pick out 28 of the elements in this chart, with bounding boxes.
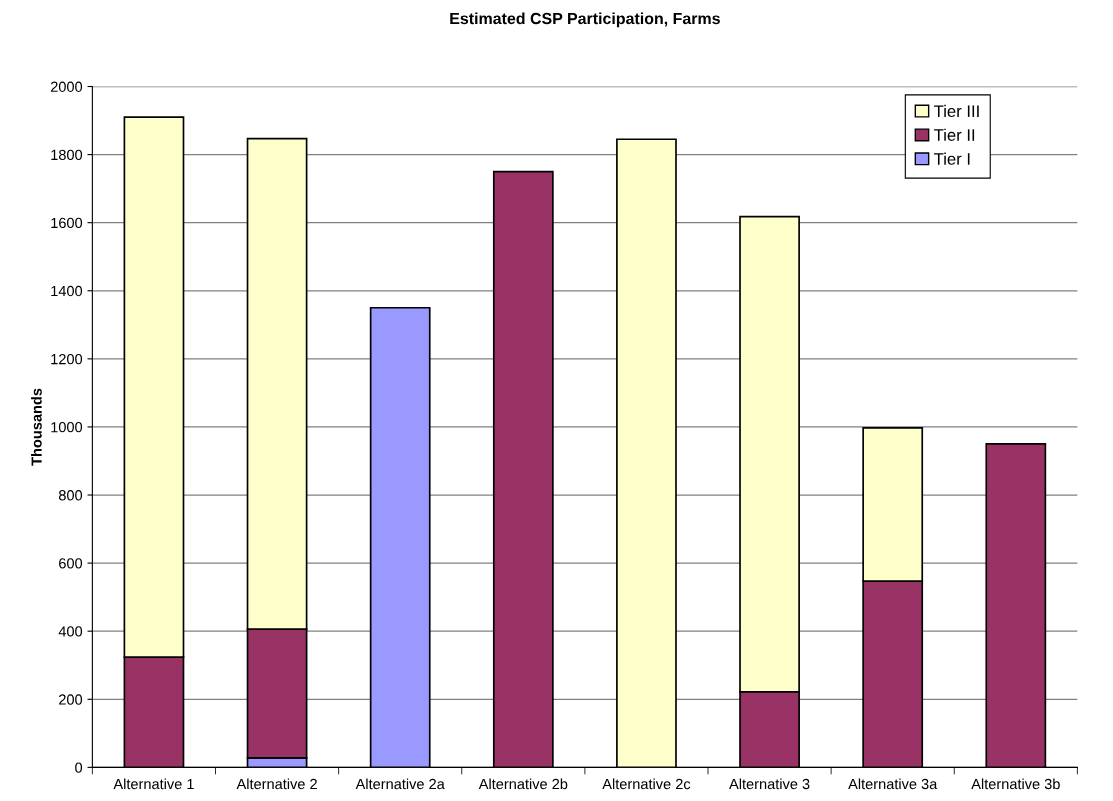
bar: [369, 306, 431, 768]
legend-label: Tier II: [934, 128, 975, 141]
chart-title: Estimated CSP Participation, Farms: [450, 12, 720, 28]
x-tick-label: Alternative 2b: [478, 778, 568, 790]
x-tick-label: Alternative 3b: [971, 778, 1060, 790]
x-tick-label: Alternative 1: [113, 778, 194, 790]
y-axis-title: Thousands: [31, 388, 42, 466]
legend-label: Tier I: [934, 152, 970, 165]
x-tick-label: Alternative 2c: [602, 778, 691, 790]
y-tick-label: 0: [75, 762, 83, 773]
y-tick-label: 1600: [51, 217, 83, 229]
x-tick-label: Alternative 3a: [848, 778, 938, 790]
x-tick-label: Alternative 3: [729, 778, 810, 790]
y-tick-label: 1200: [51, 353, 83, 365]
bar: [616, 138, 677, 768]
bar: [492, 170, 554, 768]
x-tick-label: Alternative 2: [236, 778, 317, 790]
x-tick-label: Alternative 2a: [355, 778, 445, 790]
y-tick-label: 800: [58, 490, 83, 501]
y-tick-label: 1400: [51, 285, 83, 297]
legend-label: Tier III: [934, 104, 979, 118]
y-tick-label: 400: [58, 626, 83, 637]
y-tick-label: 600: [59, 558, 83, 569]
y-tick-label: 1800: [51, 149, 83, 161]
y-tick-label: 1000: [51, 422, 83, 433]
y-tick-label: 2000: [50, 81, 83, 92]
bar: [985, 443, 1047, 768]
y-tick-label: 200: [59, 694, 83, 705]
